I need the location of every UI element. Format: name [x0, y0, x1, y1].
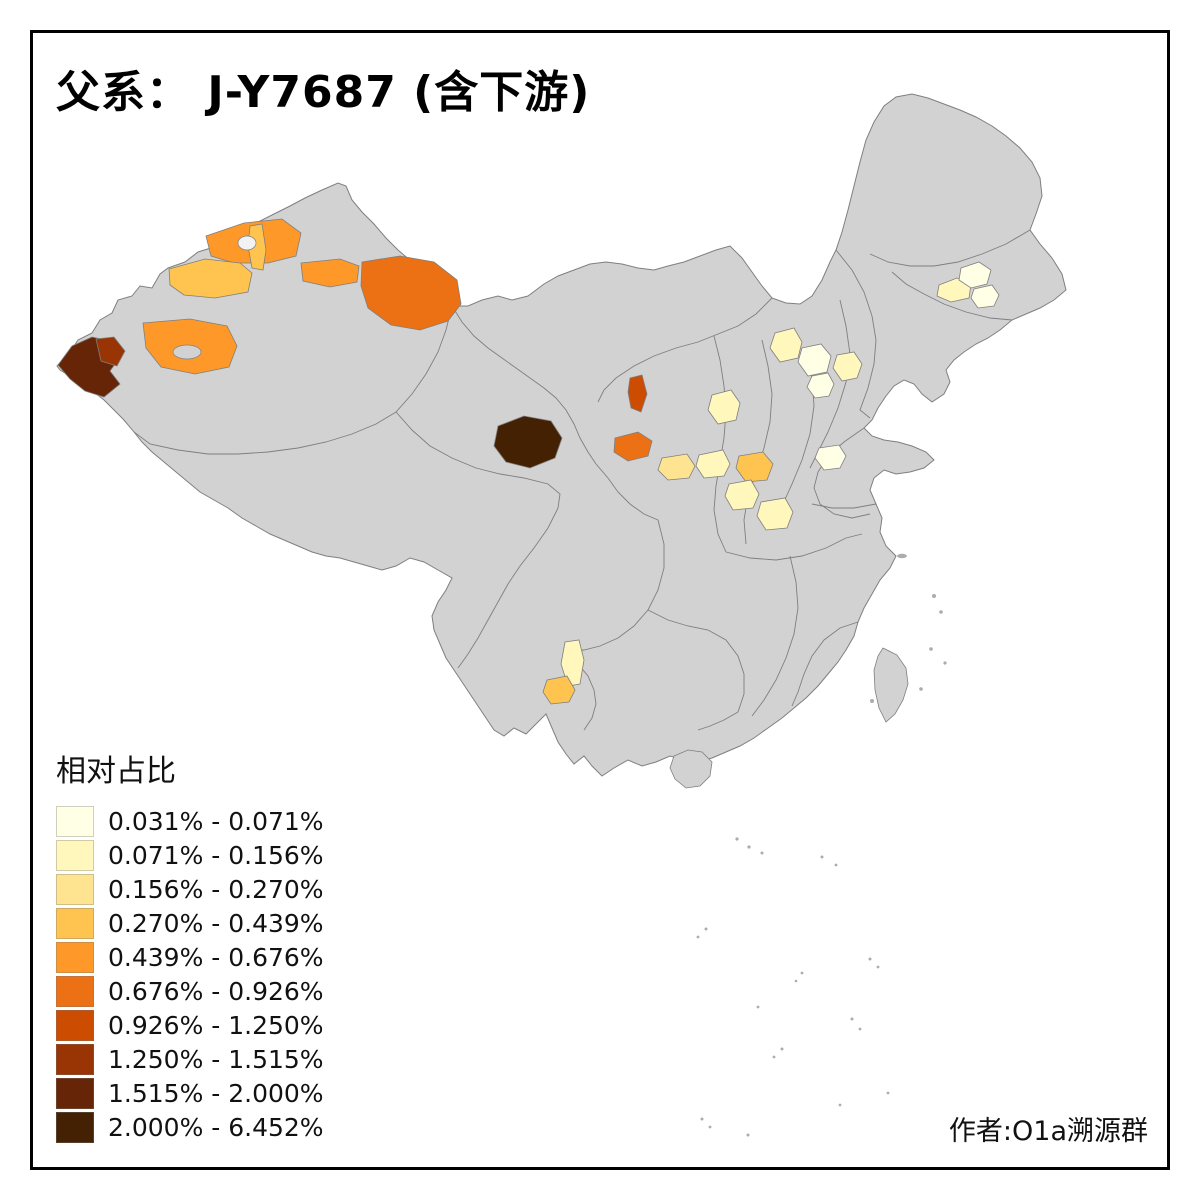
region-central-1: [657, 453, 696, 481]
hainan-island: [669, 749, 713, 789]
legend-label: 1.250% - 1.515%: [108, 1045, 324, 1074]
legend-item: 0.439% - 0.676%: [56, 942, 324, 973]
taiwan-island: [873, 647, 909, 723]
legend-label: 0.926% - 1.250%: [108, 1011, 324, 1040]
legend-swatch: [56, 1010, 94, 1041]
legend-item: 0.031% - 0.071%: [56, 806, 324, 837]
legend-label: 0.439% - 0.676%: [108, 943, 324, 972]
region-xinjiang-ili-valley: [168, 258, 253, 299]
region-central-5: [756, 497, 794, 531]
small-islands: [696, 553, 947, 1137]
legend-label: 0.156% - 0.270%: [108, 875, 324, 904]
legend-label: 2.000% - 6.452%: [108, 1113, 324, 1142]
region-yunnan-2: [542, 675, 576, 705]
region-xinjiang-west-2: [95, 336, 126, 367]
legend-label: 0.676% - 0.926%: [108, 977, 324, 1006]
region-north-china-1: [769, 327, 803, 363]
region-central-3: [735, 451, 774, 483]
legend-title: 相对占比: [56, 754, 176, 789]
legend-swatch: [56, 1112, 94, 1143]
region-north-china-2: [797, 343, 832, 377]
mainland-china-outline: [56, 93, 1067, 777]
legend-item: 0.676% - 0.926%: [56, 976, 324, 1007]
region-central-4: [724, 479, 760, 511]
legend-swatch: [56, 806, 94, 837]
region-xinjiang-north-2: [300, 258, 360, 288]
legend-item: 0.156% - 0.270%: [56, 874, 324, 905]
region-northeast-1: [936, 277, 972, 303]
legend-item: 1.515% - 2.000%: [56, 1078, 324, 1109]
enclave: [172, 344, 202, 360]
highlighted-regions: [57, 218, 1000, 705]
legend-item: 0.270% - 0.439%: [56, 908, 324, 939]
legend-swatch: [56, 1044, 94, 1075]
region-northeast-3: [970, 284, 1000, 309]
region-xinjiang-northeast: [360, 255, 462, 331]
legend-item: 0.071% - 0.156%: [56, 840, 324, 871]
legend-swatch: [56, 942, 94, 973]
legend-item: 1.250% - 1.515%: [56, 1044, 324, 1075]
legend-swatch: [56, 840, 94, 871]
legend-label: 0.270% - 0.439%: [108, 909, 324, 938]
region-gansu-south: [613, 431, 653, 462]
region-north-china-3: [832, 351, 863, 382]
legend-label: 1.515% - 2.000%: [108, 1079, 324, 1108]
legend-label: 0.071% - 0.156%: [108, 841, 324, 870]
figure-title: 父系： J-Y7687 (含下游): [56, 67, 591, 118]
author-credit: 作者:O1a溯源群: [948, 1116, 1148, 1147]
legend-items: 0.031% - 0.071% 0.071% - 0.156% 0.156% -…: [56, 806, 324, 1143]
region-northeast-2: [958, 261, 992, 289]
region-central-2: [695, 449, 731, 479]
legend-swatch: [56, 874, 94, 905]
legend-swatch: [56, 908, 94, 939]
region-yunnan-1: [560, 639, 585, 687]
legend-swatch: [56, 1078, 94, 1109]
region-north-china-4: [806, 372, 835, 399]
legend-swatch: [56, 976, 94, 1007]
legend: 相对占比 0.031% - 0.071% 0.071% - 0.156% 0.1…: [56, 746, 324, 1146]
legend-item: 0.926% - 1.250%: [56, 1010, 324, 1041]
legend-item: 2.000% - 6.452%: [56, 1112, 324, 1143]
legend-label: 0.031% - 0.071%: [108, 807, 324, 836]
lake: [237, 235, 257, 251]
region-gansu-north: [627, 374, 648, 413]
region-shaanxi-north: [707, 389, 741, 425]
region-shanxi-east: [814, 444, 847, 471]
region-qinghai-central: [493, 415, 563, 469]
